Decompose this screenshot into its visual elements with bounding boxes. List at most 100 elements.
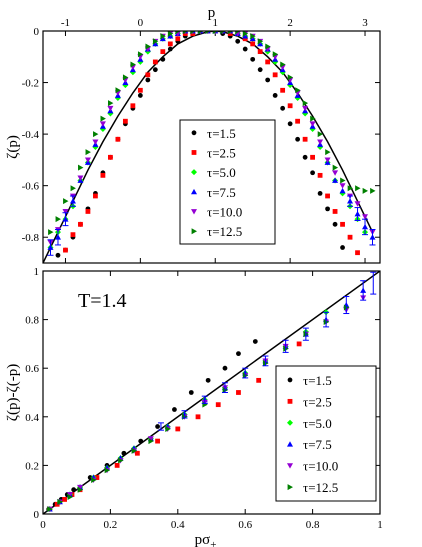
data-point-s6: [295, 87, 301, 94]
data-point-s6: [122, 74, 129, 81]
data-point-s6: [48, 229, 54, 236]
data-point-s2: [167, 41, 173, 47]
data-point-s1: [222, 365, 228, 371]
data-point-s2: [317, 172, 323, 178]
data-point-s6: [100, 115, 106, 122]
data-point-s1: [332, 221, 338, 227]
data-point-s5: [332, 170, 339, 176]
data-point-s1: [155, 424, 160, 429]
legend-label: τ=1.5: [303, 373, 332, 388]
legend-marker: [191, 209, 197, 215]
data-point-s1: [160, 56, 166, 62]
y-axis-label: ζ(p): [5, 135, 21, 159]
data-point-s2: [108, 154, 113, 160]
fit-curve: [43, 271, 380, 514]
legend-marker: [191, 228, 197, 235]
legend-label: τ=7.5: [303, 437, 332, 452]
data-point-s6: [220, 31, 226, 34]
data-point-s2: [215, 402, 221, 408]
data-point-s1: [250, 56, 256, 62]
y-tick-label: 0: [34, 509, 40, 521]
data-point-s5: [354, 201, 361, 207]
data-point-s2: [122, 118, 128, 124]
data-point-s1: [172, 407, 177, 412]
data-point-s6: [280, 61, 286, 68]
data-point-s1: [302, 154, 308, 160]
data-point-s5: [66, 492, 73, 498]
y-tick-label: 0.6: [25, 363, 39, 375]
data-point-s5: [77, 484, 84, 491]
data-point-s6: [250, 33, 256, 40]
data-point-s6: [175, 31, 181, 34]
legend-label: τ=12.5: [207, 224, 242, 239]
legend-marker: [287, 377, 293, 383]
data-point-s2: [302, 136, 308, 142]
data-point-s2: [347, 234, 353, 240]
x-axis-label-subscript: +: [210, 539, 216, 547]
legend-label: τ=5.0: [303, 416, 332, 431]
data-point-s2: [100, 172, 106, 178]
plot-area: [43, 31, 376, 263]
data-point-s5: [62, 209, 69, 215]
data-point-s2: [236, 390, 241, 395]
data-point-s6: [130, 61, 136, 68]
data-point-s6: [340, 177, 346, 184]
data-point-s2: [160, 49, 166, 55]
data-point-s6: [355, 185, 361, 192]
data-point-s1: [145, 77, 151, 83]
data-point-s2: [78, 221, 83, 227]
data-point-s2: [175, 36, 181, 42]
legend-box: [275, 365, 377, 502]
data-point-s1: [340, 245, 345, 250]
legend-box: [179, 119, 276, 245]
data-point-s1: [325, 206, 330, 212]
data-point-s6: [265, 43, 271, 50]
data-point-s6: [67, 493, 73, 500]
data-point-s4: [339, 187, 346, 194]
data-point-s5: [99, 121, 106, 127]
data-point-s6: [197, 31, 204, 34]
data-point-s5: [309, 121, 316, 127]
x-tick-label: 3: [362, 17, 368, 29]
data-point-s6: [78, 164, 84, 171]
data-point-s6: [347, 185, 354, 192]
data-point-s2: [155, 438, 160, 444]
data-point-s2: [325, 193, 330, 199]
data-point-s1: [242, 46, 248, 52]
data-point-s2: [130, 103, 136, 109]
data-point-s2: [265, 59, 271, 65]
data-point-s5: [107, 105, 114, 112]
data-point-s6: [85, 149, 91, 156]
x-tick-label: 0.2: [104, 519, 118, 531]
data-point-s6: [55, 216, 61, 223]
data-point-s6: [160, 33, 166, 40]
data-point-s2: [93, 193, 98, 199]
data-point-s5: [339, 183, 346, 189]
data-point-s2: [175, 426, 181, 432]
x-tick-label: 2: [287, 17, 293, 29]
data-point-s2: [256, 377, 262, 383]
data-point-s2: [250, 41, 256, 47]
data-point-s6: [108, 100, 114, 107]
data-point-s6: [227, 31, 234, 34]
data-point-s1: [257, 67, 263, 73]
data-point-s6: [212, 31, 219, 34]
data-point-s1: [121, 450, 127, 456]
data-point-s5: [92, 139, 99, 145]
y-tick-label: 1: [34, 266, 40, 278]
data-point-s2: [94, 475, 100, 480]
data-point-s2: [295, 118, 301, 124]
data-point-s6: [165, 425, 171, 432]
data-point-s6: [287, 74, 294, 81]
data-point-s5: [317, 139, 324, 145]
y-tick-label: -0.8: [22, 232, 40, 244]
data-point-s6: [70, 185, 76, 192]
data-point-s1: [71, 487, 77, 493]
data-point-s6: [205, 31, 211, 34]
data-point-s5: [324, 157, 331, 163]
data-point-s6: [332, 164, 339, 171]
chart-panel-1: -1 0 1 2 30-0.2-0.4-0.6-0.8pζ(p)τ=1.5τ=2.5τ=…: [5, 5, 381, 264]
x-tick-label: 0.8: [306, 519, 320, 531]
data-point-s6: [317, 131, 324, 138]
x-tick-label: -1: [61, 17, 70, 29]
